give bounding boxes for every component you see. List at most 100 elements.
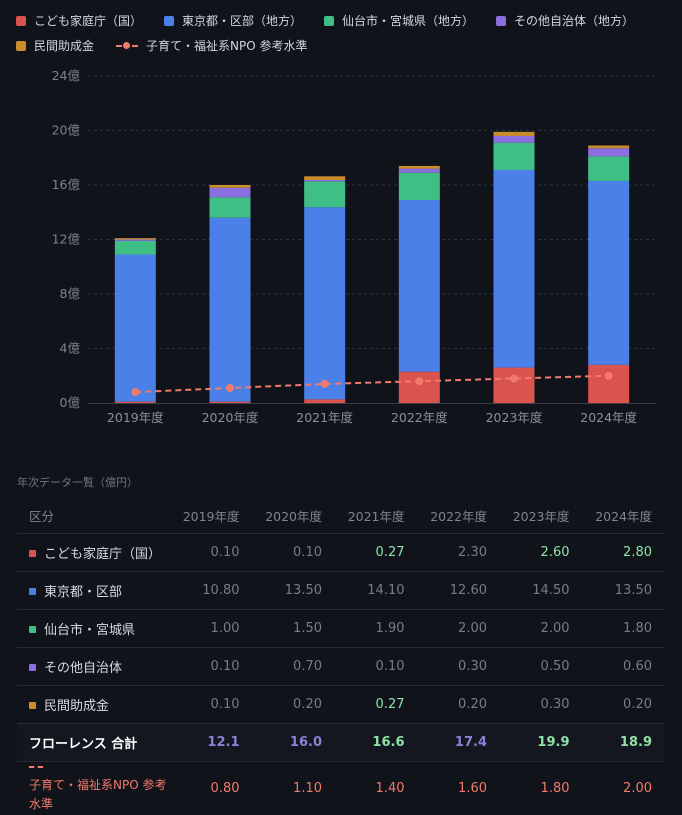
value-cell: 2.00 xyxy=(499,610,582,648)
bars xyxy=(115,132,629,403)
npo-value-cell: 1.80 xyxy=(499,762,582,815)
value-cell: 1.90 xyxy=(334,610,417,648)
bar-segment[interactable] xyxy=(399,166,440,169)
npo-line-point[interactable] xyxy=(415,377,423,385)
x-tick-label: 2019年度 xyxy=(107,410,164,425)
total-label: フローレンス 合計 xyxy=(17,724,169,762)
total-value-cell: 17.4 xyxy=(417,724,500,762)
npo-value-cell: 1.40 xyxy=(334,762,417,815)
y-tick-label: 16億 xyxy=(52,177,81,192)
npo-value-cell: 2.00 xyxy=(582,762,665,815)
value-cell: 0.10 xyxy=(169,686,252,724)
value-cell: 0.20 xyxy=(252,686,335,724)
bar-segment[interactable] xyxy=(115,240,156,241)
legend-item[interactable]: 民間助成金 xyxy=(16,37,94,54)
bar-segment[interactable] xyxy=(588,181,629,365)
column-header-year: 2023年度 xyxy=(499,497,582,534)
value-cell: 0.30 xyxy=(499,686,582,724)
legend-swatch xyxy=(324,16,334,26)
bar-segment[interactable] xyxy=(494,170,535,368)
npo-value-cell: 1.60 xyxy=(417,762,500,815)
value-cell: 12.60 xyxy=(417,572,500,610)
npo-label-cell: 子育て・福祉系NPO 参考水準 xyxy=(17,762,169,815)
bar-segment[interactable] xyxy=(304,399,345,403)
bar-segment[interactable] xyxy=(210,188,251,198)
x-tick-label: 2023年度 xyxy=(486,410,543,425)
value-cell: 2.80 xyxy=(582,534,665,572)
bar-segment[interactable] xyxy=(588,156,629,181)
x-tick-label: 2024年度 xyxy=(580,410,637,425)
bar-segment[interactable] xyxy=(115,254,156,401)
npo-line-point[interactable] xyxy=(226,384,234,392)
bar-segment[interactable] xyxy=(399,200,440,372)
bar-segment[interactable] xyxy=(115,241,156,255)
bar-segment[interactable] xyxy=(494,132,535,136)
bar-segment[interactable] xyxy=(210,402,251,403)
value-cell: 14.50 xyxy=(499,572,582,610)
total-value-cell: 16.6 xyxy=(334,724,417,762)
legend-item[interactable]: こども家庭庁（国） xyxy=(16,12,142,29)
bar-segment[interactable] xyxy=(304,176,345,180)
bar-segment[interactable] xyxy=(399,173,440,200)
bar-segment[interactable] xyxy=(210,218,251,402)
npo-line-point[interactable] xyxy=(605,372,613,380)
value-cell: 1.00 xyxy=(169,610,252,648)
bar-segment[interactable] xyxy=(588,365,629,403)
row-label-cell: その他自治体 xyxy=(17,648,169,686)
npo-line-point[interactable] xyxy=(510,374,518,382)
y-tick-label: 12億 xyxy=(52,232,81,247)
chart-legend: こども家庭庁（国） 東京都・区部（地方） 仙台市・宮城県（地方） その他自治体（地方）… xyxy=(16,8,676,58)
row-label: 民間助成金 xyxy=(44,699,109,714)
npo-value-cell: 0.80 xyxy=(169,762,252,815)
value-cell: 0.10 xyxy=(169,648,252,686)
bar-segment[interactable] xyxy=(494,143,535,170)
value-cell: 1.80 xyxy=(582,610,665,648)
legend-swatch xyxy=(164,16,174,26)
value-cell: 10.80 xyxy=(169,572,252,610)
bar-segment[interactable] xyxy=(494,136,535,143)
total-value-cell: 19.9 xyxy=(499,724,582,762)
bar-segment[interactable] xyxy=(494,368,535,403)
bar-segment[interactable] xyxy=(304,207,345,399)
bar-segment[interactable] xyxy=(399,372,440,403)
dashed-line-icon xyxy=(29,766,43,774)
column-header-year: 2019年度 xyxy=(169,497,252,534)
bar-segment[interactable] xyxy=(304,181,345,207)
value-cell: 0.50 xyxy=(499,648,582,686)
bar-segment[interactable] xyxy=(115,402,156,403)
bar-segment[interactable] xyxy=(210,197,251,217)
legend-item-line[interactable]: 子育て・福祉系NPO 参考水準 xyxy=(116,37,307,54)
total-value-cell: 12.1 xyxy=(169,724,252,762)
npo-line-point[interactable] xyxy=(131,388,139,396)
npo-label: 子育て・福祉系NPO 参考水準 xyxy=(29,778,166,811)
x-tick-label: 2021年度 xyxy=(296,410,353,425)
bar-segment[interactable] xyxy=(399,169,440,173)
bar-segment[interactable] xyxy=(115,238,156,239)
row-color-swatch xyxy=(29,664,36,671)
column-header-year: 2022年度 xyxy=(417,497,500,534)
y-tick-label: 4億 xyxy=(60,341,81,356)
bar-segment[interactable] xyxy=(588,145,629,148)
npo-line-point[interactable] xyxy=(321,380,329,388)
value-cell: 0.10 xyxy=(334,648,417,686)
legend-item[interactable]: 東京都・区部（地方） xyxy=(164,12,302,29)
bar-segment[interactable] xyxy=(210,185,251,188)
legend-item[interactable]: その他自治体（地方） xyxy=(496,12,634,29)
value-cell: 13.50 xyxy=(252,572,335,610)
legend-label: 仙台市・宮城県（地方） xyxy=(342,12,474,29)
bar-segment[interactable] xyxy=(304,180,345,181)
legend-label: その他自治体（地方） xyxy=(514,12,634,29)
row-label-cell: 民間助成金 xyxy=(17,686,169,724)
value-cell: 0.20 xyxy=(417,686,500,724)
value-cell: 0.60 xyxy=(582,648,665,686)
row-color-swatch xyxy=(29,588,36,595)
bar-segment[interactable] xyxy=(588,148,629,156)
legend-item[interactable]: 仙台市・宮城県（地方） xyxy=(324,12,474,29)
row-label-cell: 仙台市・宮城県 xyxy=(17,610,169,648)
